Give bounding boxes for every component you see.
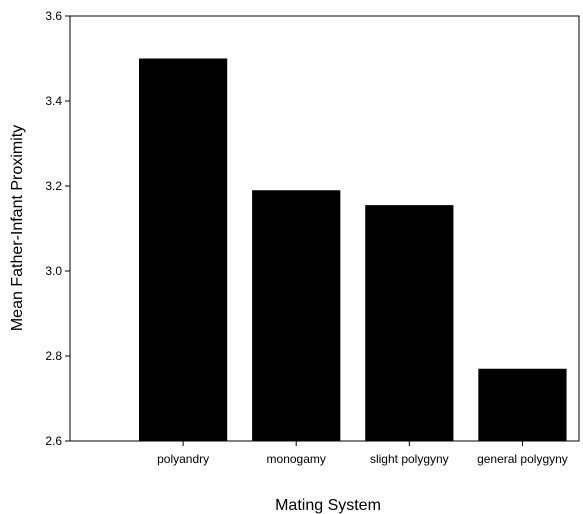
y-tick-label: 3.4 (45, 94, 62, 108)
y-axis-title: Mean Father-Infant Proximity (9, 125, 26, 331)
bars (138, 58, 567, 441)
y-tick-label: 3.0 (45, 264, 62, 278)
y-tick-label: 3.6 (45, 9, 62, 23)
y-tick-label: 3.2 (45, 179, 62, 193)
y-tick-label: 2.8 (45, 349, 62, 363)
x-tick-label: general polygyny (477, 452, 568, 466)
x-axis-title: Mating System (275, 497, 381, 514)
x-tick-label: slight polygyny (370, 452, 449, 466)
bar-slight-polygyny (365, 205, 454, 441)
bar-general-polygyny (478, 368, 567, 441)
x-tick-label: polyandry (157, 452, 209, 466)
y-axis-ticks: 2.6 2.8 3.0 3.2 3.4 3.6 (45, 9, 70, 448)
y-tick-label: 2.6 (45, 434, 62, 448)
bar-monogamy (252, 190, 341, 441)
bar-polyandry (138, 58, 228, 441)
x-axis-tick-labels: polyandry monogamy slight polygyny general … (157, 441, 568, 466)
x-tick-label: monogamy (267, 452, 326, 466)
